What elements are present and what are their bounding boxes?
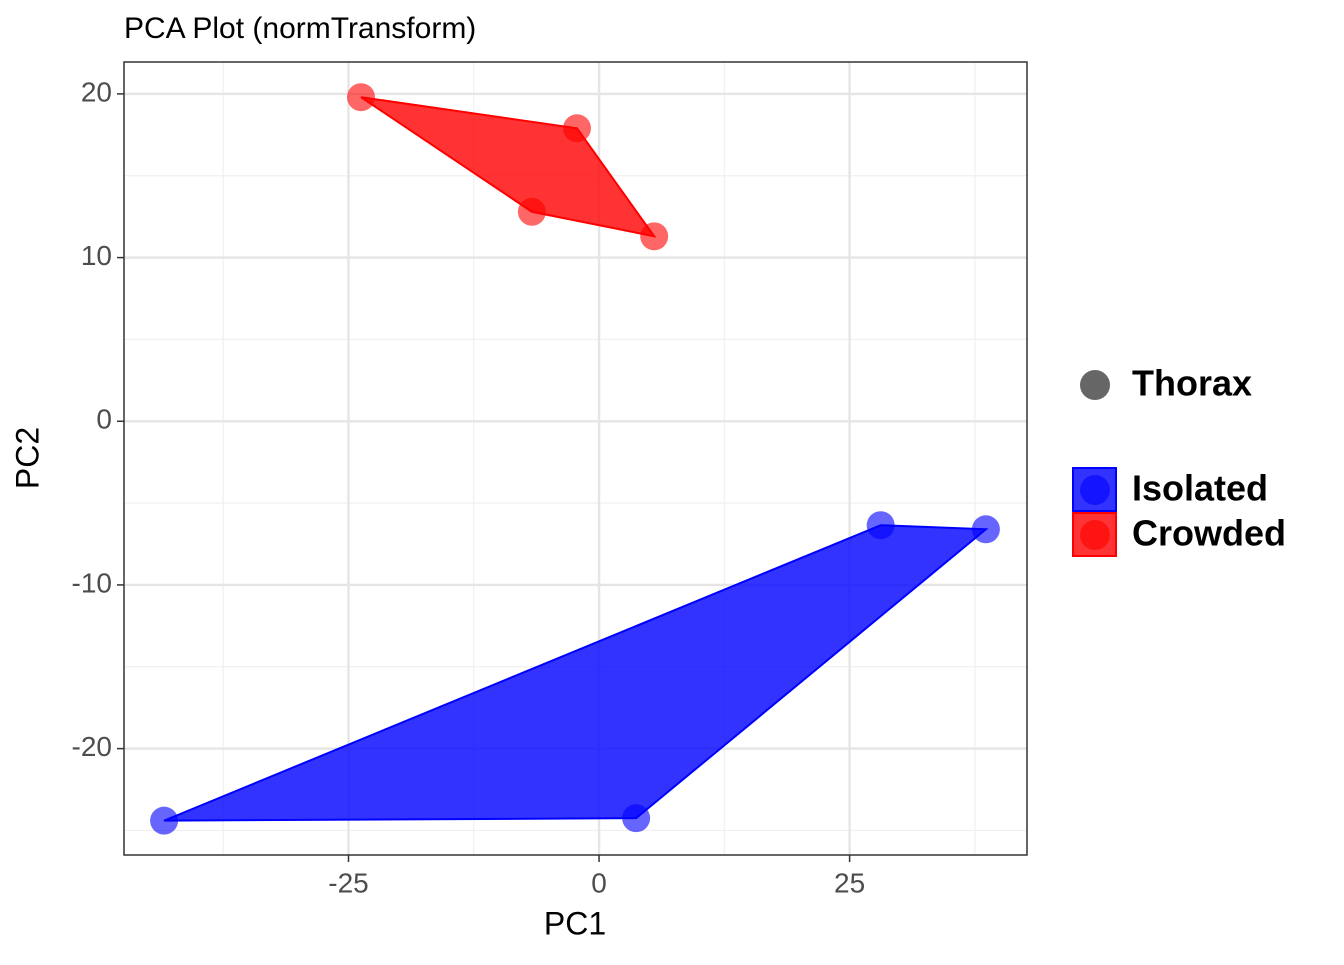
x-tick-label: -25 [328, 867, 368, 898]
point [971, 515, 1000, 544]
legend-key-point [1080, 475, 1110, 505]
point [866, 511, 895, 540]
chart-title: PCA Plot (normTransform) [124, 12, 476, 45]
panel-border [123, 61, 1028, 856]
point [150, 806, 179, 835]
y-tick-label: 10 [81, 240, 112, 271]
y-tick-label: -20 [72, 731, 112, 762]
legend-label: Thorax [1132, 363, 1252, 404]
y-tick-label: -10 [72, 567, 112, 598]
point [517, 197, 546, 226]
y-tick-label: 0 [96, 404, 112, 435]
legend-label: Isolated [1132, 468, 1268, 509]
point [563, 114, 592, 143]
point [640, 222, 669, 251]
x-axis-title: PC1 [544, 905, 606, 941]
legend-key-point [1080, 520, 1110, 550]
legend-symbol [1080, 370, 1110, 400]
point [622, 804, 651, 833]
y-tick-label: 20 [81, 76, 112, 107]
y-axis-title: PC2 [9, 427, 45, 489]
point [347, 83, 376, 112]
x-tick-label: 25 [834, 867, 865, 898]
legend-label: Crowded [1132, 513, 1286, 554]
x-tick-label: 0 [591, 867, 607, 898]
